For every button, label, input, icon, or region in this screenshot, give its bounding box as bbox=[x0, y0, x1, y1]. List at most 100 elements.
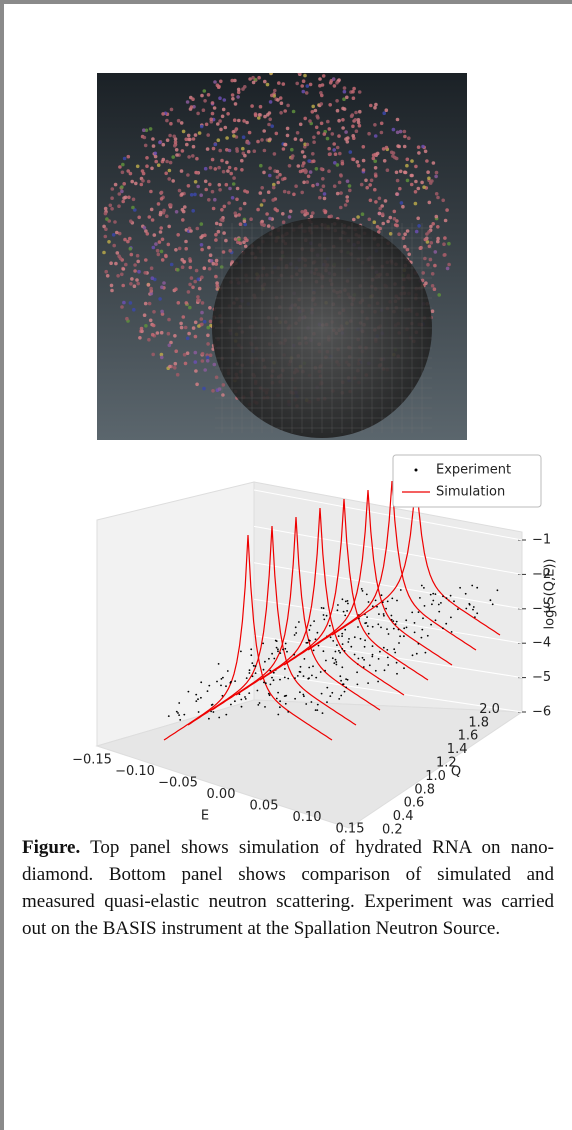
atom bbox=[393, 223, 398, 227]
atom bbox=[257, 116, 261, 120]
experiment-point bbox=[347, 641, 350, 643]
experiment-point bbox=[314, 709, 317, 711]
experiment-point bbox=[366, 616, 368, 618]
atom bbox=[196, 111, 200, 116]
atom bbox=[220, 208, 224, 212]
atom bbox=[381, 221, 386, 226]
atom bbox=[293, 137, 298, 141]
atom bbox=[243, 153, 247, 158]
experiment-point bbox=[357, 626, 359, 628]
atom bbox=[193, 279, 197, 284]
atom bbox=[214, 258, 219, 263]
atom bbox=[111, 233, 116, 237]
atom bbox=[222, 231, 226, 235]
experiment-point bbox=[293, 634, 296, 636]
atom bbox=[445, 208, 449, 212]
atom bbox=[167, 177, 171, 181]
atom bbox=[135, 278, 139, 282]
experiment-point bbox=[275, 646, 278, 649]
atom bbox=[375, 151, 380, 156]
atom bbox=[283, 109, 287, 113]
atom bbox=[410, 159, 414, 163]
atom bbox=[144, 258, 148, 262]
atom bbox=[185, 336, 190, 341]
experiment-point bbox=[476, 586, 479, 589]
atom bbox=[115, 251, 120, 255]
atom bbox=[165, 118, 169, 123]
experiment-point bbox=[364, 639, 366, 642]
atom bbox=[383, 199, 388, 203]
atom bbox=[272, 182, 276, 187]
experiment-point bbox=[405, 619, 408, 622]
atom bbox=[430, 309, 435, 313]
atom bbox=[199, 317, 204, 321]
grid-line bbox=[253, 489, 523, 541]
atom bbox=[160, 309, 164, 314]
atom bbox=[374, 174, 378, 178]
atom bbox=[232, 176, 236, 180]
atom bbox=[134, 181, 138, 186]
atom bbox=[167, 224, 171, 229]
atom bbox=[214, 274, 218, 279]
atom bbox=[209, 117, 213, 122]
experiment-point bbox=[357, 657, 360, 660]
atom bbox=[176, 301, 181, 305]
atom bbox=[185, 142, 189, 147]
legend-marker bbox=[414, 468, 418, 472]
atom bbox=[282, 189, 287, 194]
experiment-point bbox=[339, 675, 342, 678]
atom bbox=[219, 79, 223, 84]
experiment-point bbox=[316, 631, 319, 634]
atom bbox=[156, 163, 161, 167]
experiment-point bbox=[262, 668, 265, 671]
atom bbox=[357, 90, 362, 94]
atom bbox=[120, 305, 124, 309]
experiment-point bbox=[210, 704, 213, 706]
atom bbox=[210, 101, 215, 105]
atom bbox=[379, 130, 384, 135]
atom bbox=[308, 119, 312, 123]
atom bbox=[283, 142, 288, 147]
experiment-point bbox=[399, 589, 402, 591]
atom bbox=[185, 351, 190, 356]
y-tick-label: 0.6 bbox=[404, 796, 425, 811]
experiment-point bbox=[341, 598, 344, 601]
atom bbox=[221, 250, 226, 254]
atom bbox=[151, 323, 156, 328]
atom bbox=[270, 124, 274, 128]
atom bbox=[417, 151, 421, 155]
experiment-point bbox=[340, 694, 343, 697]
atom bbox=[425, 240, 430, 244]
atom bbox=[173, 137, 178, 141]
atom bbox=[395, 178, 400, 183]
atom bbox=[202, 266, 207, 271]
atom bbox=[303, 116, 307, 121]
atom bbox=[137, 269, 141, 274]
experiment-point bbox=[244, 696, 246, 698]
atom bbox=[150, 332, 155, 337]
experiment-point bbox=[341, 635, 343, 637]
atom bbox=[343, 203, 348, 207]
atom bbox=[417, 224, 421, 228]
atom bbox=[188, 265, 193, 270]
atom bbox=[245, 120, 249, 125]
atom bbox=[169, 121, 173, 126]
atom bbox=[169, 107, 174, 112]
experiment-point bbox=[361, 590, 364, 592]
atom bbox=[217, 183, 222, 187]
atom bbox=[373, 187, 377, 192]
atom bbox=[174, 148, 179, 152]
atom bbox=[287, 164, 292, 168]
atom bbox=[122, 300, 126, 305]
atom bbox=[397, 232, 401, 236]
atom bbox=[348, 150, 353, 154]
experiment-point bbox=[334, 658, 337, 661]
atom bbox=[382, 111, 387, 115]
atom bbox=[187, 226, 192, 231]
experiment-point bbox=[450, 631, 453, 633]
atom bbox=[152, 310, 156, 314]
experiment-point bbox=[438, 610, 441, 613]
experiment-point bbox=[395, 661, 398, 664]
atom bbox=[118, 165, 122, 169]
simulation-curve bbox=[187, 525, 357, 726]
